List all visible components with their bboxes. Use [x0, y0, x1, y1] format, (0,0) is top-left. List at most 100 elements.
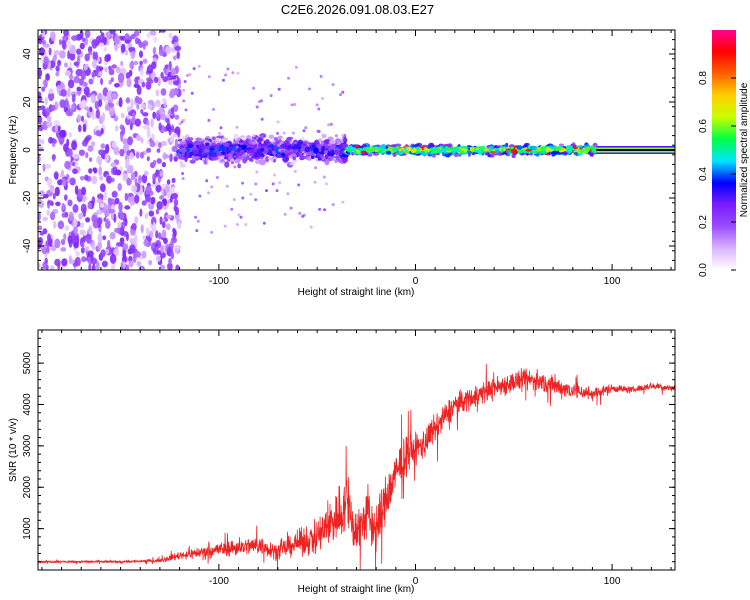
spectrogram-blob — [195, 137, 203, 142]
spectrogram-blob — [141, 174, 148, 184]
spectrogram-blob — [164, 64, 169, 70]
spectrogram-blob — [141, 250, 147, 259]
spectrogram-blob — [181, 135, 186, 142]
spectrogram-blob — [87, 145, 94, 152]
spectrogram-blob — [104, 54, 110, 63]
spectrogram-blob — [139, 151, 145, 159]
spectrogram-blob — [177, 221, 182, 230]
spectrogram-blob — [81, 186, 87, 196]
spectrogram-blob — [172, 133, 178, 138]
spectrogram-blob — [325, 182, 328, 186]
spectrogram-blob — [492, 149, 496, 152]
spectrogram-blob — [57, 59, 62, 67]
spectrogram-blob — [142, 42, 146, 50]
colorbar: 0.0 0.2 0.4 0.6 0.8 Normalized spectral ampl… — [698, 30, 750, 277]
snr-series-line — [38, 363, 675, 570]
spectrogram-blob — [146, 227, 150, 237]
spectrogram-blob — [101, 112, 106, 122]
spectrogram-blob — [255, 170, 259, 174]
spectrogram-blob — [447, 143, 453, 148]
spectrogram-blob — [52, 138, 57, 144]
spectrogram-blob — [102, 36, 107, 43]
spectrogram-blob — [69, 52, 76, 61]
spectrogram-blob — [184, 108, 188, 112]
spectrogram-blob — [361, 144, 368, 148]
spectrogram-blob — [142, 235, 147, 240]
spectrogram-blob — [118, 201, 123, 212]
spectrogram-blob — [88, 51, 92, 56]
spectrogram-blob — [107, 197, 112, 204]
spectrogram-blob — [211, 136, 216, 140]
spectrogram-blob — [57, 220, 65, 230]
spectrogram-blob — [54, 186, 60, 197]
spectrogram-blob — [110, 162, 117, 168]
colorbar-tick-label: 0.6 — [698, 119, 709, 133]
spectrogram-blob — [188, 73, 192, 77]
spectrogram-blob — [67, 199, 73, 207]
spectrogram-blob — [304, 146, 310, 153]
spectrogram-blob — [315, 103, 319, 107]
spectrogram-blob — [117, 183, 122, 191]
spectrogram-blob — [52, 154, 56, 162]
spectrogram-blob — [170, 107, 174, 114]
spectrogram-blob — [174, 45, 182, 52]
colorbar-tick-label: 0.2 — [698, 215, 709, 229]
spectrogram-blob — [339, 93, 342, 97]
spectrogram-blob — [84, 106, 90, 111]
spectrogram-blob — [95, 130, 101, 137]
colorbar-gradient — [712, 30, 736, 270]
spectrogram-blob — [50, 265, 55, 270]
spectrogram-blob — [113, 248, 119, 257]
spectrogram-blob — [60, 247, 67, 252]
spectrogram-blob — [324, 149, 328, 156]
spectrogram-blob — [63, 30, 69, 37]
spectrogram-blob — [277, 135, 283, 140]
spectrogram-blob — [235, 223, 239, 226]
spectrogram-blob — [61, 202, 65, 211]
spectrogram-blob — [76, 48, 82, 55]
spectrogram-blob — [94, 100, 100, 110]
spectrogram-blob — [189, 159, 196, 164]
spectrogram-blob — [133, 234, 138, 244]
spectrogram-blob — [120, 43, 126, 53]
spectrogram-blob — [170, 75, 177, 80]
spectrogram-blob — [260, 148, 265, 152]
spectrogram-blob — [321, 145, 326, 150]
spectrogram-blob — [129, 152, 134, 160]
spectrogram-blob — [72, 168, 78, 175]
spectrogram-blob — [69, 148, 73, 159]
spectrogram-blob — [112, 141, 117, 149]
spectrogram-blob — [178, 122, 182, 126]
spectrogram-blob — [73, 242, 79, 249]
spectrogram-y-tick-label: 20 — [22, 96, 33, 108]
spectrogram-blob — [174, 245, 180, 254]
spectrogram-blob — [38, 138, 42, 144]
spectrogram-blob — [91, 242, 96, 251]
spectrogram-blob — [182, 88, 186, 92]
spectrogram-blob — [301, 214, 305, 218]
spectrogram-blob — [73, 75, 80, 84]
spectrogram-blob — [143, 170, 149, 176]
spectrogram-blob — [158, 122, 162, 131]
spectrogram-blob — [158, 106, 164, 116]
spectrogram-blob — [82, 197, 86, 203]
spectrogram-blob — [160, 245, 164, 254]
spectrogram-blob — [58, 39, 63, 46]
spectrogram-blob — [45, 264, 49, 270]
spectrogram-blob — [67, 40, 72, 51]
spectrogram-blob — [231, 154, 239, 159]
spectrogram-blob — [278, 148, 282, 152]
spectrogram-blob — [324, 158, 330, 166]
spectrogram-blob — [137, 97, 143, 105]
spectrogram-blob — [414, 151, 418, 155]
spectrogram-blob — [108, 102, 115, 108]
spectrogram-blob — [57, 179, 64, 186]
spectrogram-blob — [395, 143, 402, 147]
spectrogram-blob — [169, 136, 175, 143]
spectrogram-blob — [233, 165, 237, 169]
spectrogram-blob — [115, 66, 121, 74]
spectrogram-blob — [235, 125, 239, 129]
spectrogram-blob — [444, 152, 451, 158]
spectrogram-blob — [72, 226, 78, 235]
spectrogram-blob — [174, 138, 179, 149]
